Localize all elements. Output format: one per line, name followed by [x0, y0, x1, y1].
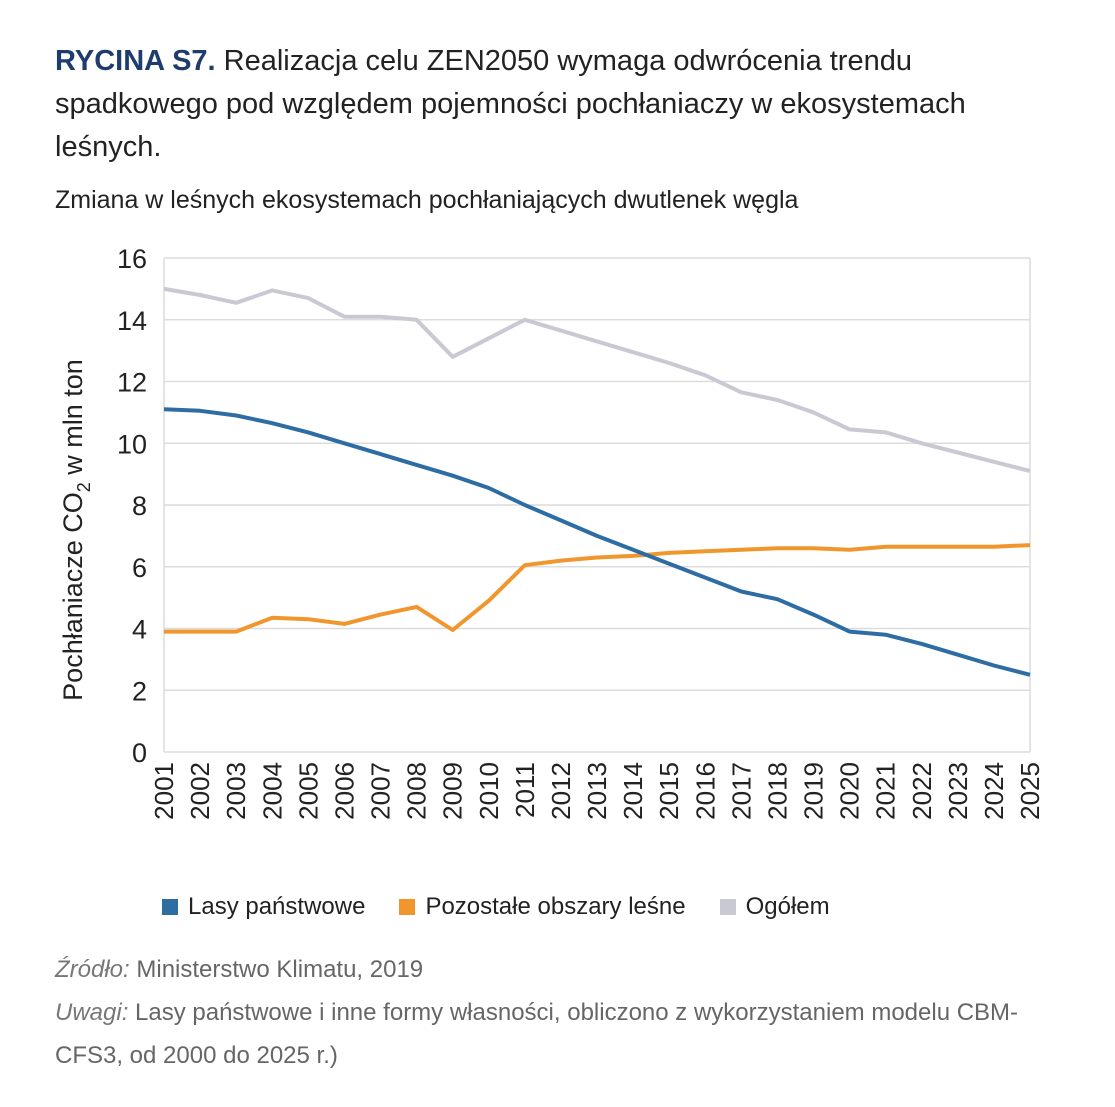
legend-item: Lasy państwowe	[162, 893, 365, 921]
y-tick-label: 12	[117, 368, 147, 398]
x-tick-label: 2003	[221, 762, 251, 820]
y-tick-label: 2	[132, 676, 147, 706]
x-tick-label: 2009	[438, 762, 468, 820]
x-tick-label: 2013	[582, 762, 612, 820]
legend-label: Pozostałe obszary leśne	[425, 893, 686, 920]
x-tick-label: 2011	[510, 762, 540, 818]
y-tick-label: 8	[132, 491, 147, 521]
legend-swatch	[162, 899, 178, 915]
x-tick-label: 2023	[943, 762, 973, 820]
y-tick-label: 4	[132, 615, 147, 645]
x-tick-label: 2022	[907, 762, 937, 820]
source-label: Źródło:	[55, 956, 130, 983]
x-tick-label: 2012	[546, 762, 576, 820]
legend-item: Pozostałe obszary leśne	[399, 893, 686, 921]
x-tick-label: 2006	[329, 762, 359, 820]
x-tick-label: 2014	[618, 762, 648, 820]
legend-item: Ogółem	[719, 893, 830, 921]
legend-label: Lasy państwowe	[188, 893, 366, 920]
x-tick-label: 2002	[185, 762, 215, 820]
y-tick-label: 0	[132, 738, 147, 768]
x-tick-label: 2015	[654, 762, 684, 820]
x-tick-label: 2008	[402, 762, 432, 820]
x-tick-label: 2004	[257, 762, 287, 820]
figure-caption: Realizacja celu ZEN2050 wymaga odwróceni…	[55, 45, 966, 163]
remarks-note: Uwagi: Lasy państwowe i inne formy własn…	[55, 991, 1065, 1077]
series-line-0	[163, 407, 1031, 677]
remarks-text: Lasy państwowe i inne formy własności, o…	[55, 999, 1019, 1069]
source-text: Ministerstwo Klimatu, 2019	[129, 956, 424, 983]
source-note: Źródło: Ministerstwo Klimatu, 2019	[55, 948, 1065, 991]
chart-title: Zmiana w leśnych ekosystemach pochłaniaj…	[55, 186, 799, 214]
remarks-label: Uwagi:	[55, 999, 129, 1026]
x-tick-label: 2017	[726, 762, 756, 820]
x-tick-label: 2021	[871, 762, 901, 820]
x-tick-label: 2020	[835, 762, 865, 820]
figure-label: RYCINA S7.	[55, 45, 216, 77]
legend: Lasy państwowe Pozostałe obszary leśne Ogó…	[162, 893, 830, 921]
legend-label: Ogółem	[745, 893, 830, 920]
y-tick-label: 10	[117, 429, 147, 459]
y-axis-label: Pochłaniacze CO2 w mln ton	[58, 359, 94, 701]
y-tick-label: 6	[132, 553, 147, 583]
y-tick-label: 14	[117, 306, 147, 336]
legend-swatch	[719, 899, 736, 915]
x-tick-label: 2025	[1015, 762, 1045, 820]
y-tick-label: 16	[117, 244, 147, 274]
x-tick-label: 2001	[149, 762, 179, 820]
figure-title: RYCINA S7. Realizacja celu ZEN2050 wymag…	[55, 40, 1075, 169]
x-tick-label: 2005	[293, 762, 323, 820]
legend-swatch	[399, 899, 416, 915]
x-tick-label: 2024	[979, 762, 1009, 820]
x-tick-label: 2010	[474, 762, 504, 820]
series-line-1	[164, 543, 1031, 634]
x-tick-label: 2018	[762, 762, 792, 820]
x-tick-label: 2019	[799, 762, 829, 820]
x-tick-label: 2007	[366, 762, 396, 820]
x-tick-label: 2016	[690, 762, 720, 820]
